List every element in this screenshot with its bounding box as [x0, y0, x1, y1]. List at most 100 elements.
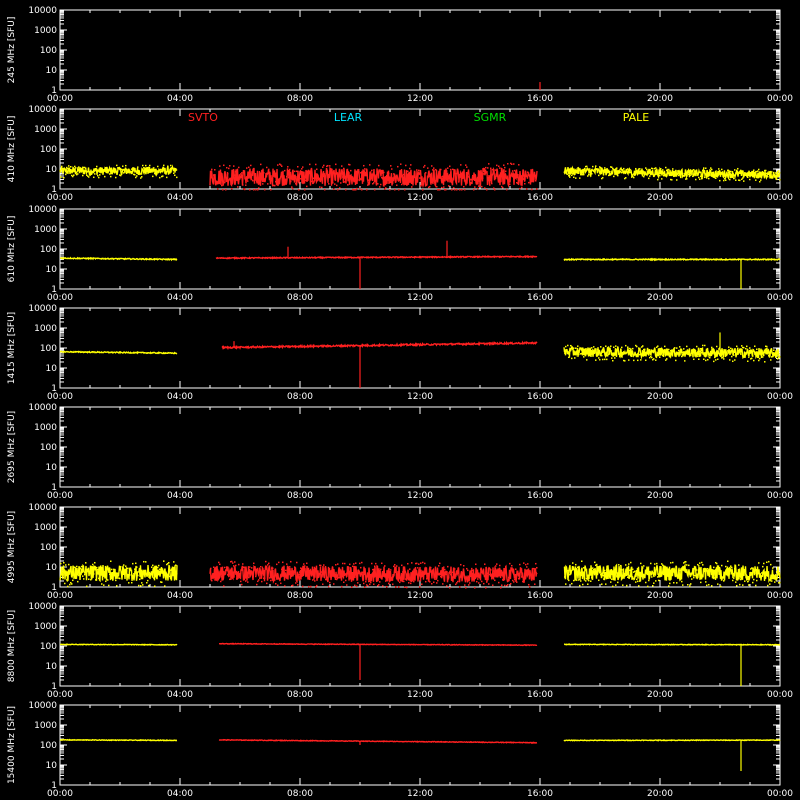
data-point [407, 562, 409, 565]
data-point [464, 584, 466, 586]
data-point [412, 179, 414, 181]
data-point [73, 566, 75, 568]
data-point [166, 176, 168, 179]
data-point [145, 164, 147, 167]
data-point [503, 572, 505, 574]
data-point [443, 186, 445, 188]
data-point [318, 178, 320, 181]
data-point [400, 163, 402, 165]
data-point [282, 561, 284, 564]
data-point [212, 178, 214, 181]
data-point [299, 571, 301, 573]
data-point [284, 169, 286, 172]
data-point [581, 171, 583, 174]
data-point [739, 351, 741, 353]
data-point [587, 348, 589, 351]
data-point [756, 348, 758, 351]
data-point [327, 164, 329, 167]
data-point [120, 566, 122, 568]
data-point [80, 567, 82, 570]
data-point [671, 179, 673, 181]
data-point [642, 567, 644, 569]
data-point [570, 170, 572, 173]
data-point [643, 348, 645, 351]
data-point [241, 172, 243, 174]
y-axis-label: 610 MHz [SFU] [7, 216, 17, 283]
data-point [485, 166, 487, 169]
x-tick-label: 04:00 [167, 690, 193, 700]
data-point [521, 576, 523, 578]
data-point [575, 563, 577, 566]
data-point [119, 174, 121, 176]
series-line [209, 166, 538, 189]
data-point [704, 176, 706, 179]
data-point [154, 585, 156, 587]
data-point [453, 187, 455, 189]
data-point [500, 587, 502, 589]
data-point [642, 171, 644, 173]
data-point [336, 184, 338, 187]
data-point [504, 166, 506, 169]
y-tick-label: 1000 [34, 721, 57, 731]
data-point [388, 582, 390, 585]
data-point [633, 176, 635, 179]
data-point [257, 580, 259, 583]
data-point [755, 179, 757, 181]
data-point [381, 176, 383, 179]
data-point [697, 563, 699, 566]
data-point [279, 578, 281, 581]
data-point [331, 570, 333, 572]
data-point [677, 352, 679, 354]
data-point [519, 563, 521, 566]
data-point [620, 564, 622, 567]
data-point [396, 184, 398, 186]
data-point [732, 173, 734, 176]
data-point [493, 570, 495, 572]
data-point [364, 168, 366, 170]
data-point [770, 359, 772, 361]
x-tick-label: 04:00 [167, 491, 193, 501]
data-point [474, 587, 476, 589]
data-point [725, 349, 727, 351]
data-point [262, 183, 264, 185]
data-point [604, 358, 606, 361]
data-point [423, 166, 425, 168]
data-point [107, 579, 109, 581]
data-point [145, 561, 147, 563]
data-point [693, 358, 695, 361]
y-tick-label: 1000 [34, 26, 57, 36]
data-point [624, 360, 626, 362]
data-point [430, 175, 432, 177]
data-point [413, 580, 415, 583]
y-axis-label: 2695 MHz [SFU] [7, 411, 17, 483]
data-point [640, 172, 642, 175]
data-point [647, 173, 649, 175]
data-point [673, 581, 675, 584]
data-point [624, 177, 626, 180]
data-point [686, 178, 688, 180]
data-point [487, 167, 489, 169]
data-point [156, 170, 158, 173]
x-tick-label: 16:00 [527, 491, 553, 501]
data-point [567, 344, 569, 347]
data-point [127, 171, 129, 173]
data-point [583, 567, 585, 569]
y-tick-label: 1 [51, 483, 57, 493]
data-point [691, 578, 693, 580]
data-point [93, 176, 95, 179]
data-point [164, 585, 166, 587]
data-point [726, 568, 728, 570]
data-point [593, 568, 595, 571]
x-tick-label: 08:00 [287, 491, 313, 501]
data-point [756, 170, 758, 173]
x-tick-label: 04:00 [167, 94, 193, 104]
data-point [749, 347, 751, 349]
data-point [600, 346, 602, 348]
data-point [608, 174, 610, 177]
data-point [729, 573, 731, 575]
data-point [273, 578, 275, 581]
data-point [492, 168, 494, 171]
data-point [147, 168, 149, 170]
data-point [271, 177, 273, 180]
data-point [115, 176, 117, 179]
